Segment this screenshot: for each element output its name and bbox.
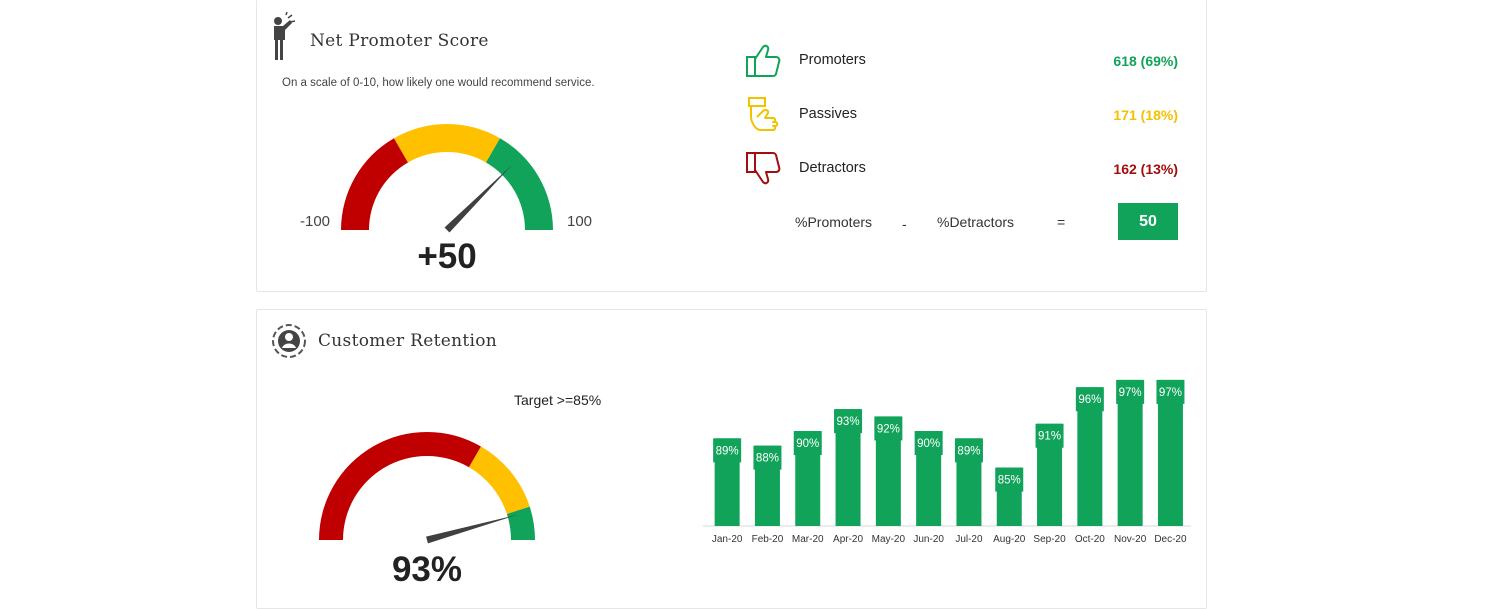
chart-x-tick-label: May-20 (872, 534, 906, 545)
chart-data-label: 88% (756, 453, 779, 465)
retention-bar-chart: 89% Jan-20 88% Feb-20 90% Mar-20 93% Apr-20 92% M… (703, 379, 1191, 545)
chart-data-label-bg (874, 416, 903, 441)
chart-data-label: 85% (998, 475, 1021, 487)
retention-arc-green (506, 506, 535, 540)
chart-bar (1117, 379, 1143, 526)
chart-data-label-bg (793, 431, 822, 456)
chart-data-label: 97% (1159, 387, 1182, 399)
chart-x-tick-label: Oct-20 (1075, 534, 1105, 545)
retention-arc-red (319, 432, 481, 540)
nps-arc-red (341, 138, 408, 230)
chart-data-label-bg (954, 438, 983, 463)
chart-data-label: 91% (1038, 431, 1061, 443)
formula-promoters: %Promoters (795, 214, 873, 230)
retention-value: 93% (391, 550, 463, 589)
thumbs-sideways-icon (746, 96, 782, 139)
megaphone-person-icon (269, 11, 297, 67)
chart-data-label-bg (1156, 379, 1185, 404)
chart-data-label: 89% (716, 445, 739, 457)
retention-card: Customer Retention Target >=85% 93% 89% J… (256, 309, 1207, 609)
retention-title: Customer Retention (318, 331, 498, 351)
formula-equals: = (1057, 214, 1066, 230)
chart-data-label-bg (1035, 423, 1064, 448)
chart-x-tick-label: Jan-20 (712, 534, 743, 545)
chart-x-tick-label: Nov-20 (1114, 534, 1147, 545)
formula-result: 50 (1118, 203, 1178, 240)
chart-data-label: 90% (917, 438, 940, 450)
nps-gauge (341, 123, 553, 233)
chart-x-tick-label: Dec-20 (1154, 534, 1187, 545)
customer-gear-icon (270, 322, 308, 365)
nps-arc-yellow (394, 123, 500, 163)
chart-data-label-bg (1075, 387, 1104, 412)
chart-x-tick-label: Apr-20 (833, 534, 863, 545)
promoters-label: Promoters (799, 52, 866, 68)
nps-subtitle: On a scale of 0-10, how likely one would… (282, 77, 595, 89)
chart-data-label-bg (753, 445, 782, 470)
passives-value: 171 (18%) (1113, 107, 1178, 123)
promoters-value: 618 (69%) (1113, 53, 1178, 69)
chart-data-label-bg (834, 409, 863, 434)
retention-gauge-needle (426, 514, 519, 544)
chart-data-label: 93% (837, 416, 860, 428)
nps-title: Net Promoter Score (310, 31, 489, 51)
retention-arc-yellow (469, 446, 530, 515)
chart-x-tick-label: Aug-20 (993, 534, 1026, 545)
nps-gauge-needle (444, 164, 513, 233)
nps-card: Net Promoter Score On a scale of 0-10, h… (256, 0, 1207, 292)
nps-gauge-max-label: 100 (567, 213, 593, 230)
chart-data-label-bg (1116, 379, 1145, 404)
nps-score: +50 (417, 237, 477, 276)
chart-x-tick-label: Mar-20 (792, 534, 824, 545)
chart-data-label: 97% (1119, 387, 1142, 399)
thumbs-down-icon (745, 150, 783, 191)
chart-x-tick-label: Sep-20 (1033, 534, 1066, 545)
retention-target: Target >=85% (514, 392, 602, 408)
chart-data-label-bg (713, 438, 742, 463)
chart-data-label-bg (914, 431, 943, 456)
chart-data-label: 92% (877, 423, 900, 435)
retention-gauge (319, 432, 535, 544)
chart-x-tick-label: Feb-20 (752, 534, 784, 545)
detractors-value: 162 (13%) (1113, 161, 1178, 177)
nps-gauge-min-label: -100 (300, 213, 331, 230)
chart-data-label-bg (995, 467, 1024, 492)
passives-label: Passives (799, 106, 858, 122)
chart-data-label: 89% (957, 445, 980, 457)
chart-x-tick-label: Jul-20 (955, 534, 983, 545)
formula-detractors: %Detractors (937, 214, 1015, 230)
formula-minus: - (902, 216, 907, 232)
chart-x-tick-label: Jun-20 (913, 534, 944, 545)
thumbs-up-icon (745, 43, 783, 84)
chart-data-label: 96% (1078, 394, 1101, 406)
chart-data-label: 90% (796, 438, 819, 450)
detractors-label: Detractors (799, 160, 866, 176)
nps-arc-green (486, 138, 553, 230)
chart-bar (1157, 379, 1183, 526)
